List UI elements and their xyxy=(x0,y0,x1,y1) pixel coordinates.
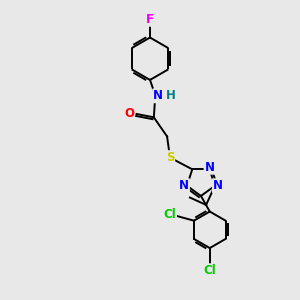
Text: S: S xyxy=(166,151,174,164)
Text: F: F xyxy=(146,13,154,26)
Text: O: O xyxy=(124,107,134,120)
Text: N: N xyxy=(179,179,189,192)
Text: N: N xyxy=(205,161,214,174)
Text: H: H xyxy=(166,89,176,102)
Text: Cl: Cl xyxy=(203,264,216,277)
Text: N: N xyxy=(153,89,163,102)
Text: N: N xyxy=(213,179,223,192)
Text: Cl: Cl xyxy=(163,208,176,221)
